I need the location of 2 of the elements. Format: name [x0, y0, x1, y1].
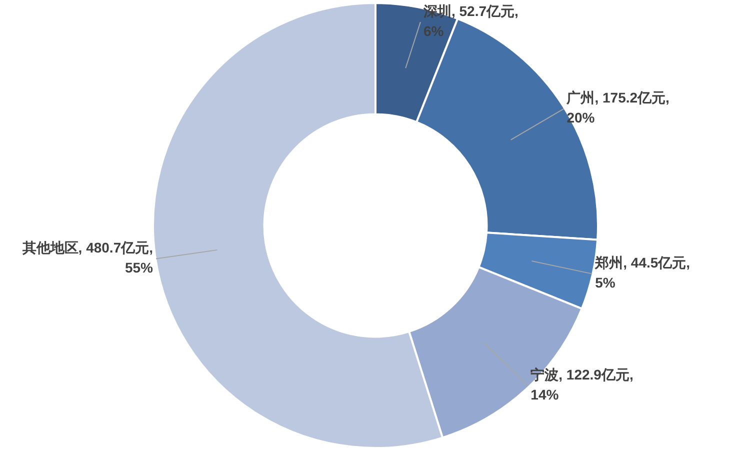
- slice-label: 其他地区, 480.7亿元, 55%: [21, 240, 154, 276]
- slice-label: 郑州, 44.5亿元, 5%: [594, 254, 690, 291]
